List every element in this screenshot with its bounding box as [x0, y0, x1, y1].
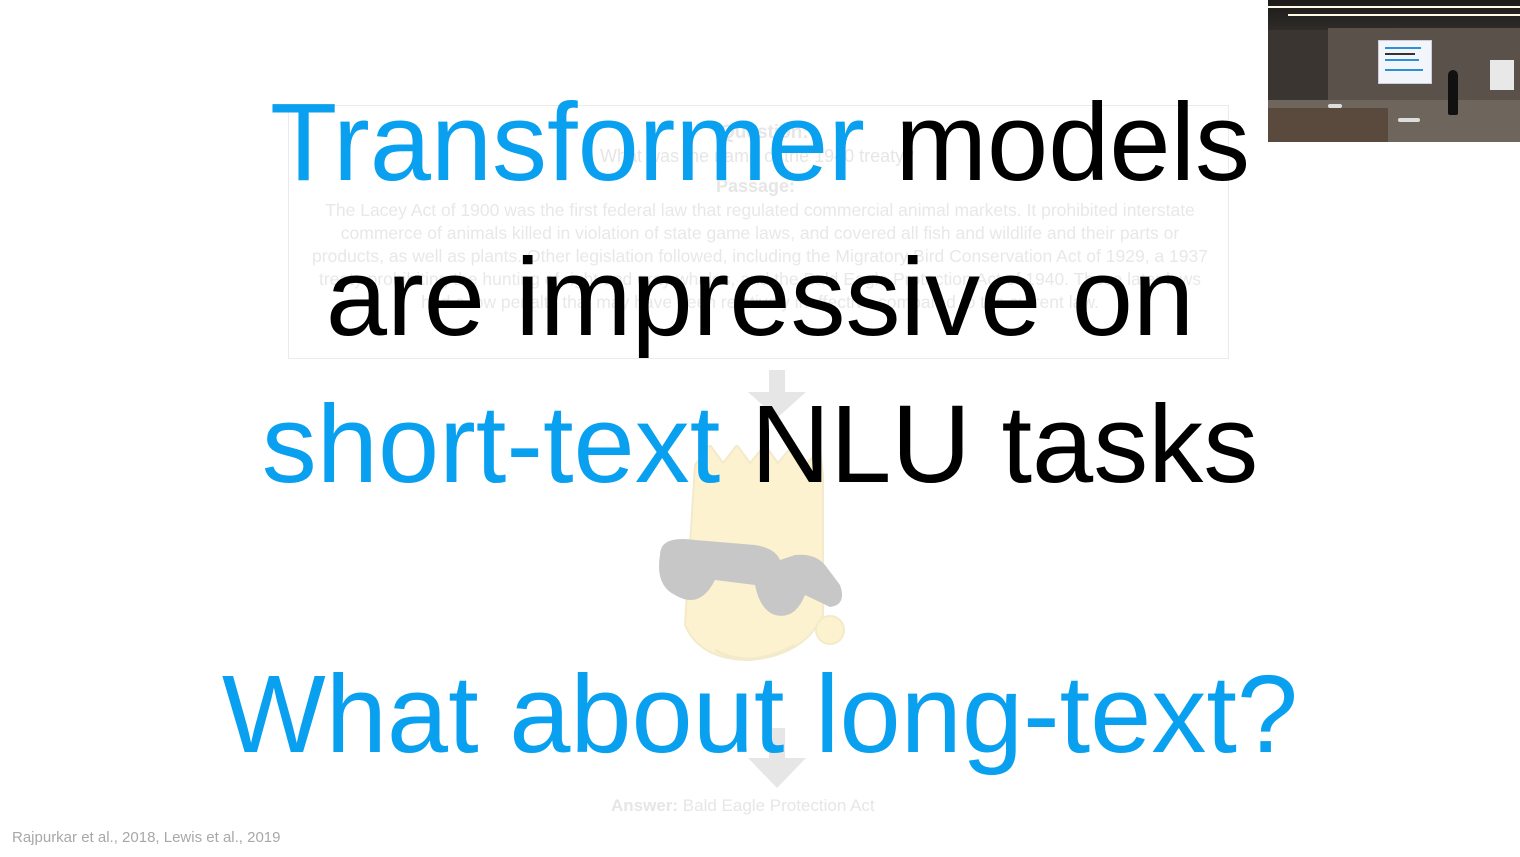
citation: Rajpurkar et al., 2018, Lewis et al., 20… [12, 829, 281, 846]
webcam-presenter [1448, 70, 1458, 115]
headline-line-3: short-text NLU tasks [0, 390, 1520, 500]
down-arrow-shaft-top [769, 370, 785, 392]
headline-line-1: Transformer models [0, 88, 1520, 198]
question-heading: Question: [720, 122, 809, 143]
headline-line-2: are impressive on [325, 236, 1195, 359]
passage-text: The Lacey Act of 1900 was the first fede… [312, 200, 1208, 312]
headline-short-text: short-text [261, 383, 721, 506]
down-arrow-icon [748, 392, 806, 418]
headline-transformer: Transformer [269, 81, 865, 204]
down-arrow-shaft-bottom [769, 728, 785, 758]
presenter-video-thumbnail[interactable] [1268, 0, 1520, 142]
passage-box [288, 105, 1229, 359]
answer-text: Bald Eagle Protection Act [678, 796, 875, 815]
headline-long-text-question: What about long-text? [221, 653, 1299, 776]
headline-models: models [864, 81, 1251, 204]
cartoon-character-image [659, 445, 845, 662]
webcam-ceiling-light [1268, 6, 1520, 8]
answer-label: Answer: [611, 796, 679, 815]
webcam-projected-slide [1378, 40, 1432, 84]
answer-line: Answer: Bald Eagle Protection Act [611, 796, 875, 816]
passage-heading: Passage: [716, 176, 796, 196]
webcam-ceiling-light [1288, 14, 1520, 16]
headline-nlu-tasks: NLU tasks [720, 383, 1259, 506]
webcam-audience [1268, 108, 1388, 142]
question-text: What was the name of the 1940 treaty? [600, 146, 915, 166]
webcam-table [1328, 104, 1342, 108]
webcam-wall-sign [1490, 60, 1514, 90]
webcam-table [1398, 118, 1420, 122]
down-arrow-icon-bottom [748, 758, 806, 788]
